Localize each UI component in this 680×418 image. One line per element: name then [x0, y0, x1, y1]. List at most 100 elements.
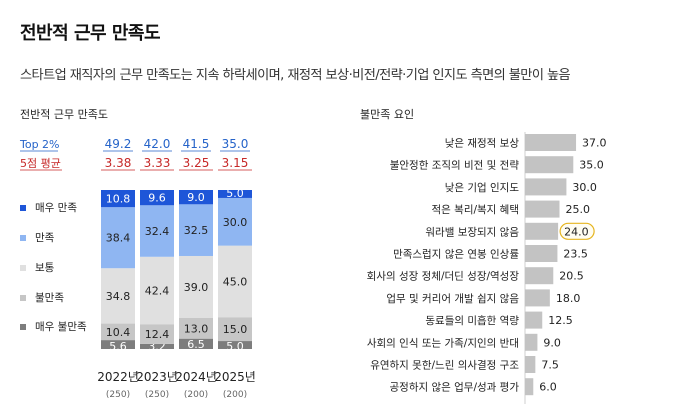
stack-segment-satisfied [179, 204, 213, 256]
stack-segment-dissatisfied [140, 324, 174, 344]
top2-label: Top 2% [19, 138, 60, 151]
stack-value-very_satisfied: 9.6 [148, 192, 166, 205]
stack-segment-satisfied [218, 197, 252, 246]
factor-label: 유연하지 못한/느린 의사결정 구조 [370, 359, 519, 372]
x-tick-label: 2025년 [214, 370, 256, 384]
factor-bar [525, 311, 543, 329]
sample-size-label: (200) [184, 390, 208, 400]
stack-value-very_dissatisfied: 5.0 [226, 340, 244, 353]
legend-swatch-dissatisfied [20, 295, 26, 301]
factor-value: 7.5 [541, 359, 559, 372]
legend-swatch-very_dissatisfied [20, 324, 26, 330]
page-subtitle: 스타트업 재직자의 근무 만족도는 지속 하락세이며, 재정적 보상·비전/전략… [20, 68, 571, 83]
stack-value-neutral: 45.0 [223, 275, 248, 288]
factor-bar [525, 134, 577, 151]
x-tick-label: 2023년 [136, 370, 178, 384]
factor-bar [525, 378, 534, 396]
stack-segment-dissatisfied [179, 317, 213, 339]
page-title: 전반적 근무 만족도 [20, 23, 161, 44]
factor-value: 9.0 [543, 336, 561, 349]
stack-value-very_satisfied: 10.8 [106, 193, 131, 206]
stack-segment-neutral [140, 256, 174, 325]
top2-value: 41.5 [183, 137, 210, 151]
stack-segment-satisfied [101, 207, 135, 269]
avg-value: 3.25 [183, 156, 210, 170]
stack-segment-very_satisfied [101, 190, 135, 208]
factor-value: 23.5 [563, 248, 588, 261]
stack-value-very_dissatisfied: 6.5 [187, 338, 205, 351]
left-chart-title: 전반적 근무 만족도 [20, 108, 108, 121]
factor-bar [525, 267, 554, 285]
stack-value-very_dissatisfied: 5.6 [109, 340, 127, 353]
top2-value: 35.0 [222, 137, 249, 151]
factor-label: 불안정한 조직의 비전 및 전략 [390, 160, 520, 172]
stack-segment-very_dissatisfied [179, 338, 213, 349]
stack-value-neutral: 39.0 [184, 281, 209, 294]
stack-value-dissatisfied: 15.0 [223, 323, 248, 336]
right-chart-title: 불만족 요인 [360, 108, 414, 121]
factor-label: 낮은 재정적 보상 [445, 138, 520, 150]
factor-value: 25.0 [566, 203, 591, 216]
factor-label: 동료들의 미흡한 역량 [425, 314, 519, 327]
factor-bar [525, 356, 536, 373]
legend-label-very_satisfied: 매우 만족 [35, 202, 77, 214]
top2-value: 49.2 [105, 137, 132, 151]
stack-segment-very_satisfied [140, 190, 174, 206]
factor-label: 회사의 성장 정체/더딘 성장/역성장 [367, 271, 520, 283]
avg-value: 3.15 [222, 156, 249, 170]
stack-segment-dissatisfied [218, 317, 252, 342]
sample-size-label: (250) [145, 390, 169, 400]
avg-value: 3.33 [144, 156, 171, 170]
factor-bar [525, 333, 538, 351]
stack-value-satisfied: 30.0 [223, 216, 248, 229]
factor-label: 적은 복리/복지 혜택 [432, 204, 520, 216]
stack-value-neutral: 34.8 [106, 290, 131, 303]
factor-bar [525, 289, 550, 307]
avg-label: 5점 평균 [20, 157, 61, 170]
stack-segment-satisfied [140, 205, 174, 257]
legend-label-dissatisfied: 불만족 [35, 292, 64, 304]
highlight-badge [559, 222, 595, 240]
factor-value: 18.0 [556, 292, 581, 305]
legend-label-satisfied: 만족 [35, 232, 55, 244]
stack-segment-neutral [101, 268, 135, 324]
factor-label: 낮은 기업 인지도 [445, 181, 520, 194]
stack-value-very_satisfied: 9.0 [187, 191, 205, 204]
legend-swatch-satisfied [20, 235, 26, 241]
legend-label-neutral: 보통 [35, 262, 55, 274]
factor-label: 만족스럽지 않은 연봉 인상률 [393, 248, 519, 261]
stack-value-dissatisfied: 10.4 [106, 326, 131, 339]
legend-swatch-neutral [20, 265, 26, 271]
legend-label-very_dissatisfied: 매우 불만족 [35, 321, 87, 333]
factor-value: 37.0 [582, 137, 607, 150]
sample-size-label: (200) [223, 390, 247, 400]
factor-value: 35.0 [579, 159, 604, 172]
stack-segment-very_dissatisfied [218, 341, 252, 349]
stack-value-satisfied: 38.4 [106, 232, 131, 245]
factor-value: 30.0 [572, 181, 597, 194]
stack-segment-neutral [218, 245, 252, 318]
factor-label: 워라밸 보장되지 않음 [425, 225, 519, 238]
factor-bar [525, 200, 560, 218]
stack-value-dissatisfied: 12.4 [145, 328, 170, 341]
top2-value: 42.0 [144, 137, 171, 151]
avg-value: 3.38 [105, 156, 132, 170]
stack-value-neutral: 42.4 [145, 284, 170, 297]
factor-bar [525, 178, 567, 196]
factor-value: 12.5 [548, 314, 573, 327]
factor-label: 사회의 인식 또는 가족/지인의 반대 [367, 337, 519, 349]
x-tick-label: 2024년 [175, 370, 217, 384]
stack-segment-neutral [179, 255, 213, 318]
stack-segment-very_dissatisfied [101, 340, 135, 349]
stack-value-very_satisfied: 5.0 [226, 187, 244, 200]
stack-segment-very_dissatisfied [140, 343, 174, 349]
factor-value: 20.5 [559, 270, 584, 283]
factor-label: 공정하지 않은 업무/성과 평가 [390, 381, 520, 394]
x-tick-label: 2022년 [97, 370, 139, 384]
stack-value-satisfied: 32.5 [184, 224, 209, 237]
stack-segment-dissatisfied [101, 323, 135, 341]
stack-segment-very_satisfied [218, 190, 252, 198]
factor-bar [525, 222, 559, 240]
legend-swatch-very_satisfied [20, 205, 26, 211]
